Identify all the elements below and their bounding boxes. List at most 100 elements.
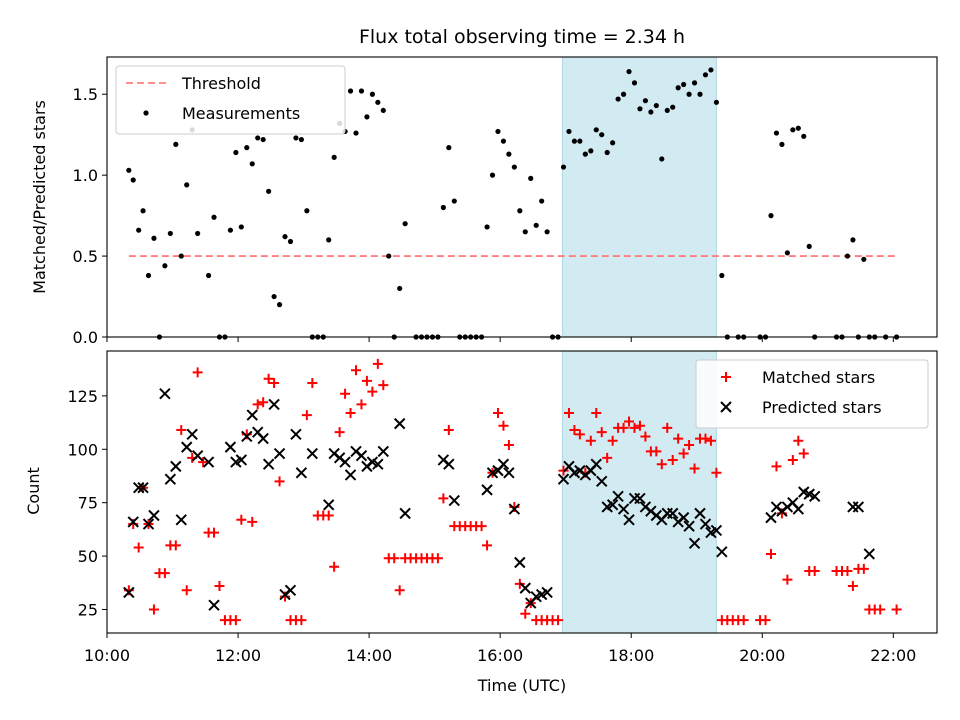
data-point xyxy=(719,272,725,279)
data-point xyxy=(389,553,400,564)
data-point xyxy=(612,490,624,502)
data-point xyxy=(700,433,711,444)
legend-label: Threshold xyxy=(181,74,261,93)
data-point xyxy=(375,99,381,105)
data-point xyxy=(793,435,804,446)
data-point xyxy=(481,484,493,496)
data-point xyxy=(369,91,375,97)
legend-label: Measurements xyxy=(182,104,300,123)
data-point xyxy=(591,407,602,418)
y-tick-label: 50 xyxy=(78,547,98,566)
data-point xyxy=(569,425,580,436)
data-point xyxy=(708,67,714,73)
data-point xyxy=(624,416,635,427)
data-point xyxy=(394,585,405,596)
data-point xyxy=(634,420,645,431)
data-point xyxy=(331,154,337,160)
x-tick-label: 18:00 xyxy=(608,646,654,665)
data-point xyxy=(361,375,372,386)
data-point xyxy=(345,407,356,418)
data-point xyxy=(637,106,643,112)
data-point xyxy=(602,452,613,463)
data-point xyxy=(694,507,706,520)
data-point xyxy=(784,250,790,256)
data-point xyxy=(634,492,646,505)
data-point xyxy=(858,563,869,574)
data-point xyxy=(664,107,670,114)
data-point xyxy=(760,615,771,626)
data-point xyxy=(677,511,690,524)
data-point xyxy=(667,454,678,465)
data-point xyxy=(809,566,820,577)
data-point xyxy=(508,503,521,515)
data-point xyxy=(673,433,684,444)
data-point xyxy=(301,410,312,421)
data-point xyxy=(126,167,132,173)
data-point xyxy=(801,133,807,139)
data-point xyxy=(667,507,679,520)
y-tick-label: 75 xyxy=(78,494,98,513)
data-point xyxy=(262,458,275,470)
data-point xyxy=(145,272,152,279)
data-point xyxy=(795,125,801,131)
data-point xyxy=(629,422,640,433)
data-point xyxy=(699,518,712,530)
legend-box xyxy=(695,359,929,429)
data-point xyxy=(142,518,155,530)
data-point xyxy=(236,514,247,525)
data-point xyxy=(533,222,539,228)
data-point xyxy=(875,604,886,615)
chart-title: Flux total observing time = 2.34 h xyxy=(359,26,685,48)
x-tick-label: 14:00 xyxy=(346,646,392,665)
data-point xyxy=(208,599,220,611)
data-point xyxy=(539,198,545,204)
data-point xyxy=(683,520,695,532)
data-point xyxy=(205,272,212,279)
data-point xyxy=(274,476,285,487)
data-point xyxy=(618,422,629,433)
data-point xyxy=(847,581,858,591)
data-point xyxy=(227,227,234,233)
data-point xyxy=(610,140,616,146)
x-tick-label: 16:00 xyxy=(477,646,523,665)
bottom-panel: Count Time (UTC) 25 50 75 100 125 10:00 12:00 1… xyxy=(24,350,938,695)
data-point xyxy=(773,130,780,136)
data-point xyxy=(765,511,777,524)
legend-box xyxy=(115,65,346,135)
data-point xyxy=(176,425,187,436)
data-point xyxy=(495,128,501,135)
data-point xyxy=(482,540,493,551)
data-point xyxy=(489,172,496,178)
data-point xyxy=(514,556,526,569)
data-point xyxy=(326,237,332,243)
data-point xyxy=(681,81,687,88)
data-point xyxy=(246,409,258,421)
data-point xyxy=(476,521,487,532)
data-point xyxy=(519,582,531,594)
data-point xyxy=(347,88,354,94)
bottom-xlabel: Time (UTC) xyxy=(477,676,566,695)
y-tick-label: 1.0 xyxy=(73,166,98,185)
data-point xyxy=(443,425,454,436)
data-point xyxy=(566,128,572,135)
data-point xyxy=(268,398,280,411)
data-point xyxy=(364,114,370,120)
data-point xyxy=(372,358,383,369)
data-point xyxy=(631,80,638,86)
data-point xyxy=(241,430,253,443)
bottom-ylabel: Count xyxy=(24,467,43,515)
y-tick-label: 125 xyxy=(67,387,98,406)
data-point xyxy=(198,457,209,468)
data-point xyxy=(247,516,258,527)
data-point xyxy=(162,263,168,269)
top-axes-frame xyxy=(106,56,938,338)
data-point xyxy=(590,458,602,470)
data-point xyxy=(173,141,179,147)
data-point xyxy=(358,88,365,94)
data-point xyxy=(244,145,250,151)
data-point xyxy=(738,615,749,626)
data-point xyxy=(688,537,701,549)
data-point xyxy=(798,448,809,459)
data-point xyxy=(298,136,304,143)
data-point xyxy=(585,435,596,446)
